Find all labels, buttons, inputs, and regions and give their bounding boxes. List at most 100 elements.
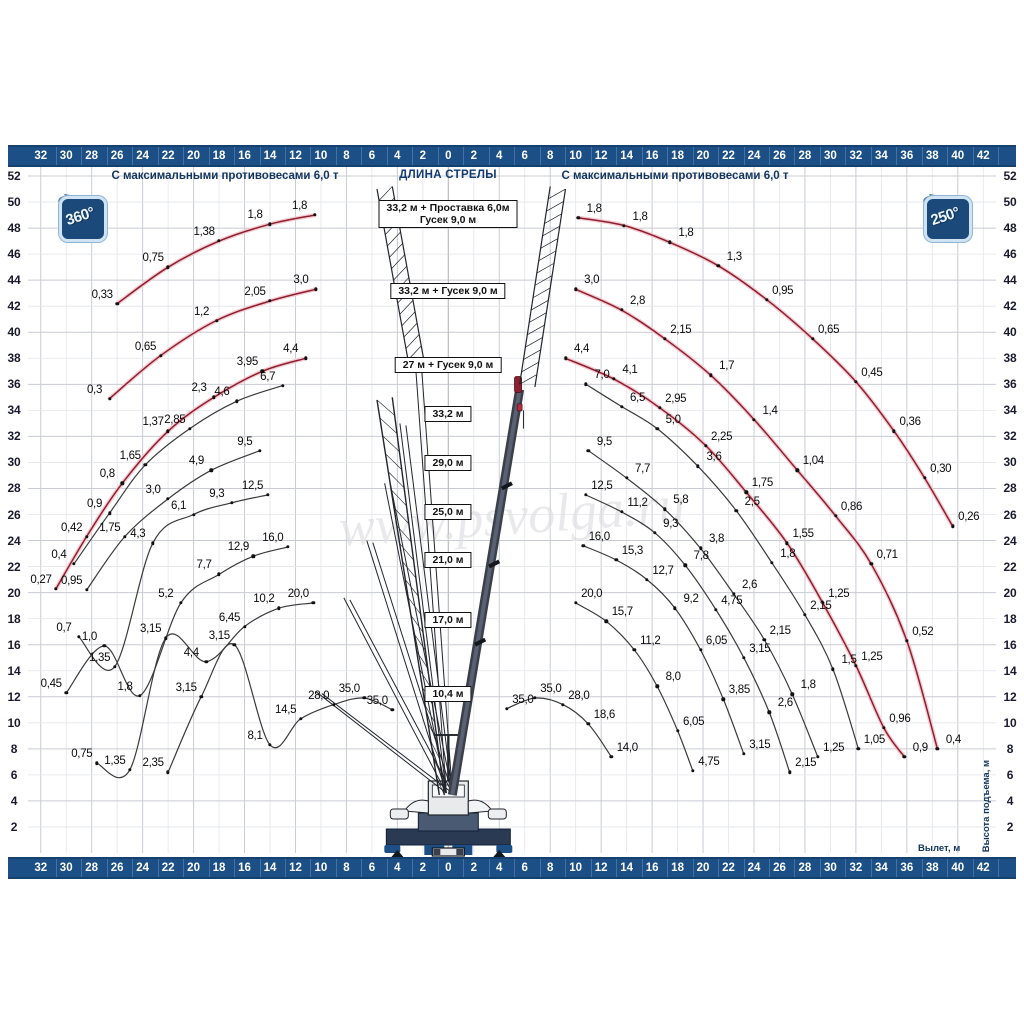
data-point-label: 28,0 [568,689,590,702]
axis-tick: 32 [849,862,863,874]
data-point-label: 3,15 [749,642,771,655]
data-point-label: 11,2 [640,634,661,647]
y-axis-tick: 12 [7,689,21,704]
y-axis-tick: 48 [1003,221,1017,236]
data-point [856,747,861,751]
data-point-label: 1,37 [142,416,164,429]
axis-tick: 0 [445,150,452,162]
axis-tick: 16 [238,862,251,874]
axis-tick: 22 [722,150,735,162]
axis-tick: 2 [470,862,477,874]
data-point [163,636,168,640]
data-point [675,728,680,733]
axis-tick: 24 [136,862,150,874]
data-point-label: 5,2 [158,588,174,600]
data-point-label: 14,0 [616,741,638,754]
data-point-label: 3,0 [293,274,309,287]
data-point-label: 4,75 [721,594,743,607]
data-point-label: 2,25 [711,430,733,443]
axis-tick: 24 [747,862,761,874]
data-point-label: 1,8 [247,209,263,222]
y-axis-tick: 28 [7,481,21,496]
axis-tick: 6 [521,150,528,162]
data-point-label: 16,0 [262,532,284,545]
data-point [586,448,591,453]
data-point [166,429,170,433]
data-point [854,379,858,384]
data-point-label: 12,9 [227,541,249,554]
boom-label-box: 33,2 м + Проставка 6,0м Гусек 9,0 м [378,200,518,228]
axis-tick: 26 [110,150,124,162]
y-axis-tick: 26 [1003,507,1017,522]
data-point [683,563,687,567]
axis-tick: 22 [161,862,175,874]
data-point [609,754,613,759]
data-point [581,544,585,548]
y-axis-tick: 10 [1003,715,1017,730]
axis-tick: 18 [671,862,684,874]
data-point [655,684,659,689]
data-point-label: 9,3 [663,517,679,530]
y-axis-tick: 38 [1003,351,1017,366]
data-point-label: 1,7 [719,360,735,373]
data-point [128,767,132,772]
header-left-counterweight: С максимальными противовесами 6,0 т [111,170,339,182]
data-point-label: 0,65 [134,340,157,353]
data-point [584,493,588,497]
data-point-label: 0,75 [142,252,164,265]
data-point-label: 1,35 [89,651,111,664]
data-point [151,541,155,545]
data-point-label: 1,25 [828,588,850,600]
data-point [102,644,107,648]
data-point-label: 0,3 [86,383,103,396]
data-point-label: 3,0 [584,274,600,287]
data-point-label: 6,05 [705,634,728,647]
axis-tick: 24 [747,150,761,162]
axis-tick: 14 [263,150,277,162]
data-point-label: 16,0 [588,530,610,543]
y-axis-tick: 28 [1003,481,1017,496]
data-point-label: 7,7 [635,463,651,476]
boom-label-box: 10,4 м [424,686,472,702]
boom-label-line1: 33,2 м + Проставка 6,0м [386,202,510,214]
data-point [533,696,537,700]
y-axis-tick: 44 [1003,273,1017,288]
x-axis-caption: Вылет, м [918,843,961,854]
data-point-label: 1,2 [193,305,210,318]
data-point-label: 15,7 [611,606,633,619]
data-point [604,619,608,623]
data-point-label: 0,9 [912,741,928,754]
data-point-label: 3,15 [208,629,230,642]
axis-tick: 24 [136,150,150,162]
axis-tick: 30 [59,150,73,162]
data-point [922,476,927,480]
data-point [764,297,769,302]
top-axis-bar: 32 30 28 26 24 22 20 18 16 14 12 10 8 6 4 2 0 2 4 6 8 10 12 14 1… [8,145,1016,167]
data-point [123,534,127,539]
data-point-label: 1,25 [861,650,883,663]
y-axis-tick: 50 [7,195,21,210]
data-point [619,404,624,409]
axis-tick: 40 [951,862,965,874]
data-point [882,726,886,730]
data-point-label: 35,0 [540,683,562,696]
data-point [795,468,799,472]
data-point [286,545,290,549]
data-point-label: 15,3 [621,545,643,558]
y-axis-tick: 8 [1006,741,1014,756]
axis-tick: 26 [773,150,786,162]
axis-tick: 4 [496,150,503,162]
data-point-label: 12,7 [652,564,674,577]
data-point-label: 0,7 [56,621,72,634]
data-point [298,717,303,721]
data-point [573,601,578,605]
header-boom-length: ДЛИНА СТРЕЛЫ [399,169,497,181]
y-axis-tick: 38 [7,351,21,366]
y-axis-tick: 14 [7,663,21,678]
data-point [72,562,76,566]
axis-tick: 30 [824,862,837,874]
data-point-label: 1,04 [802,455,824,468]
data-point-label: 35,0 [366,694,388,707]
data-point-label: 0,95 [61,575,83,587]
boom-label-box: 17,0 м [424,612,472,628]
